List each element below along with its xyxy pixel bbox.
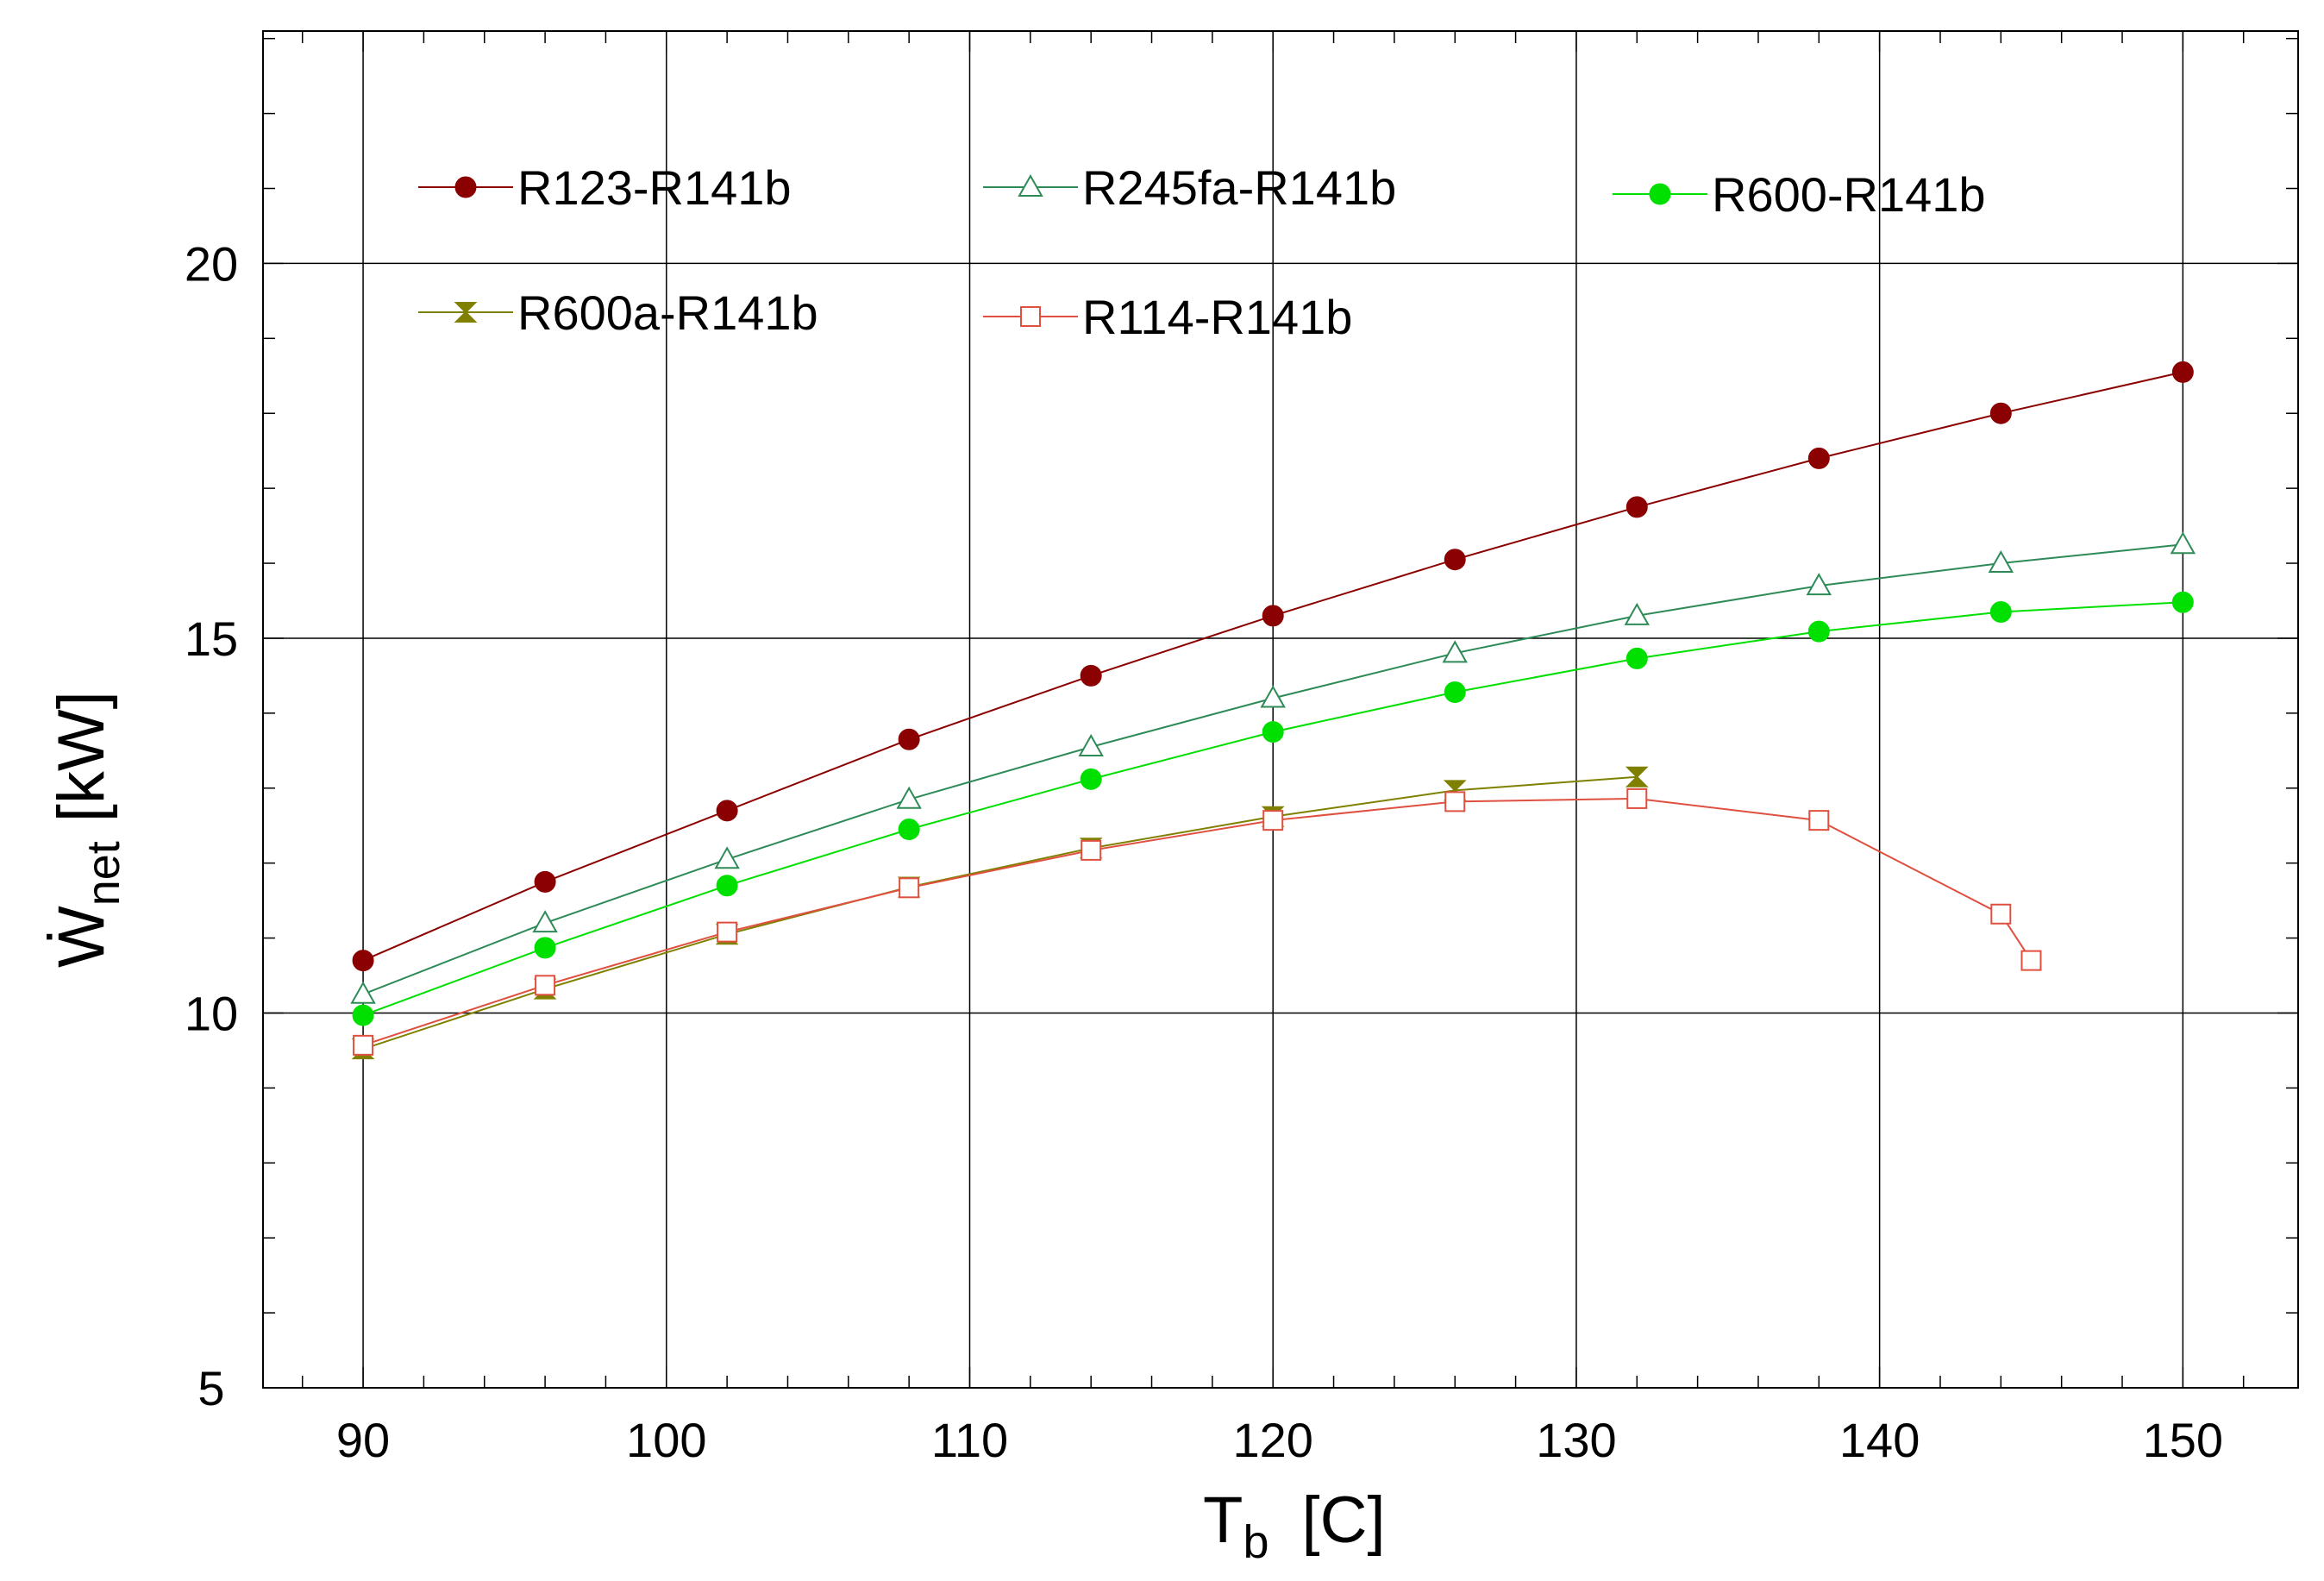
data-point-r600-r141b	[1989, 601, 2012, 624]
x-tick-label: 100	[626, 1413, 706, 1467]
y-tick-label: 5	[197, 1361, 224, 1415]
x-tick-label: 110	[931, 1413, 1008, 1467]
legend-label-r600a-r141b: R600a-R141b	[517, 285, 818, 340]
data-point-r123-r141b	[1807, 447, 1830, 469]
data-point-r114-r141b	[1262, 810, 1284, 831]
data-point-r114-r141b	[1808, 810, 1830, 831]
y-tick-label: 15	[185, 612, 238, 666]
x-axis-title-unit: [C]	[1301, 1484, 1385, 1557]
y-axis-title-main: Ẇ	[45, 906, 118, 968]
data-point-r245fa-r141b	[532, 910, 558, 933]
minor-ticks	[263, 31, 2298, 1389]
legend-label-r114-r141b: R114-R141b	[1082, 290, 1352, 344]
legend-marker-r600-r141b	[1649, 183, 1671, 205]
data-point-r114-r141b	[1081, 839, 1102, 861]
legend-marker-r123-r141b	[454, 176, 477, 198]
data-point-r600-r141b	[1444, 681, 1466, 704]
data-point-r600-r141b	[2171, 591, 2194, 613]
data-point-r600-r141b	[1262, 721, 1284, 743]
legend-label-r245fa-r141b: R245fa-R141b	[1082, 160, 1396, 215]
data-point-r245fa-r141b	[896, 786, 922, 809]
legend-label-r123-r141b: R123-R141b	[517, 160, 792, 215]
data-point-r123-r141b	[2171, 361, 2194, 383]
y-tick-label: 20	[185, 236, 238, 291]
data-point-r600-r141b	[352, 1004, 374, 1026]
legend-marker-r114-r141b	[1020, 306, 1041, 327]
x-tick-label: 150	[2143, 1413, 2223, 1467]
data-point-r600a-r141b	[1625, 766, 1649, 787]
x-axis-title-sub: b	[1243, 1516, 1268, 1568]
data-point-r123-r141b	[352, 950, 374, 972]
x-tick-label: 130	[1536, 1413, 1616, 1467]
data-point-r114-r141b	[1626, 787, 1648, 809]
y-axis-title-sub: net	[78, 841, 129, 906]
data-point-r600-r141b	[898, 819, 920, 841]
x-tick-label: 120	[1232, 1413, 1312, 1467]
data-point-r245fa-r141b	[714, 846, 740, 869]
data-point-r114-r141b	[535, 975, 556, 996]
data-point-r123-r141b	[1080, 664, 1102, 687]
data-point-r245fa-r141b	[1078, 733, 1104, 756]
data-point-r123-r141b	[1262, 605, 1284, 627]
legend: R123-R141b R245fa-R141b R600-R141b R600a-R1…	[418, 160, 1986, 344]
legend-marker-r245fa-r141b	[1018, 173, 1043, 197]
x-axis-title: Tb [C]	[1203, 1484, 1386, 1568]
data-point-r245fa-r141b	[1260, 685, 1286, 708]
series-markers	[350, 361, 2196, 1060]
x-tick-label: 90	[336, 1413, 390, 1467]
data-point-r245fa-r141b	[1624, 602, 1650, 625]
data-point-r600-r141b	[1080, 768, 1102, 790]
data-point-r245fa-r141b	[2170, 531, 2196, 555]
x-axis-title-main: T	[1203, 1484, 1243, 1557]
series-line-r600a-r141b	[362, 775, 1638, 1051]
data-point-r123-r141b	[1626, 496, 1648, 518]
data-point-r114-r141b	[353, 1034, 374, 1056]
plot-frame	[262, 30, 2299, 1389]
data-point-r114-r141b	[1444, 791, 1466, 812]
tick-labels: 90 100 110 120 130 140 150 5 10 15 20	[185, 236, 2223, 1467]
data-point-r123-r141b	[1989, 402, 2012, 424]
data-point-r114-r141b	[717, 921, 738, 943]
data-point-r123-r141b	[534, 870, 556, 893]
data-point-r245fa-r141b	[1988, 550, 2014, 574]
data-point-r114-r141b	[2020, 950, 2042, 971]
x-tick-label: 140	[1839, 1413, 1920, 1467]
data-point-r123-r141b	[716, 800, 738, 822]
data-point-r123-r141b	[1444, 549, 1466, 571]
y-axis-title-unit: [kW]	[45, 691, 118, 822]
legend-label-r600-r141b: R600-R141b	[1712, 167, 1986, 222]
legend-marker-r600a-r141b	[454, 302, 478, 323]
data-point-r600-r141b	[1807, 620, 1830, 643]
data-point-r245fa-r141b	[1442, 640, 1468, 663]
y-tick-label: 10	[185, 986, 238, 1040]
data-point-r600-r141b	[1626, 647, 1648, 669]
data-point-r245fa-r141b	[350, 981, 376, 1004]
data-point-r600-r141b	[534, 937, 556, 959]
grid-lines	[263, 31, 2298, 1389]
data-point-r123-r141b	[898, 728, 920, 750]
data-point-r600-r141b	[716, 875, 738, 897]
data-point-r114-r141b	[899, 877, 920, 899]
data-point-r114-r141b	[1990, 903, 2012, 925]
data-point-r245fa-r141b	[1806, 573, 1832, 596]
y-axis-title: Ẇnet [kW]	[45, 691, 129, 968]
